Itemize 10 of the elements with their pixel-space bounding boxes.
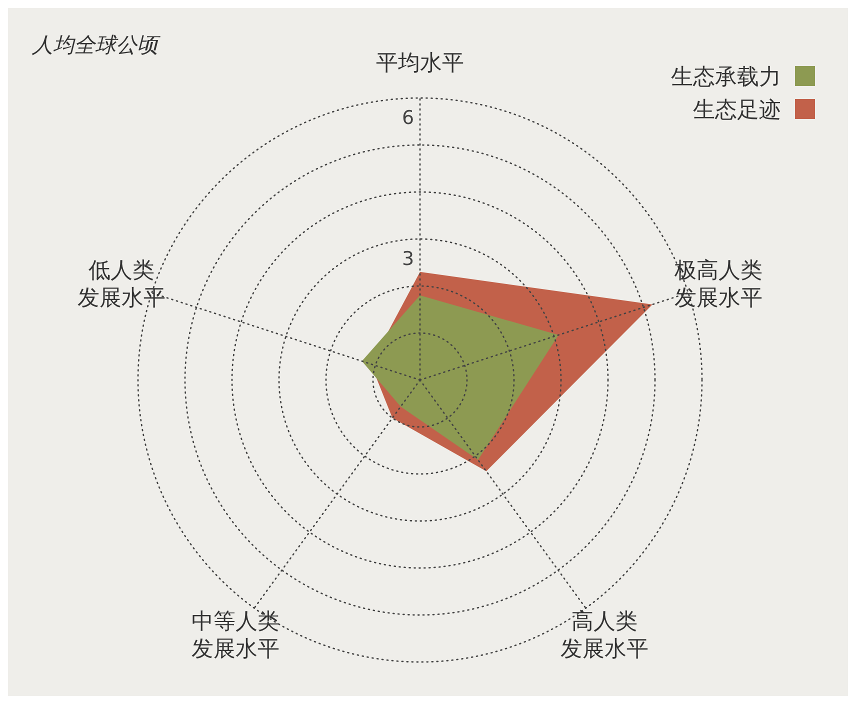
y-tick-label: 3 <box>402 248 414 270</box>
spoke-label: 平均水平 <box>376 51 464 76</box>
spoke-label: 极高人类发展水平 <box>674 258 763 311</box>
spoke-label: 中等人类发展水平 <box>191 610 280 662</box>
text: 人均全球公顷 <box>31 33 161 57</box>
y-tick-label: 6 <box>402 107 414 129</box>
spoke-label: 高人类发展水平 <box>560 610 649 662</box>
spoke-label: 低人类发展水平 <box>77 258 166 311</box>
legend-label: 生态承载力 <box>671 65 781 90</box>
legend-label: 生态足迹 <box>693 98 781 123</box>
